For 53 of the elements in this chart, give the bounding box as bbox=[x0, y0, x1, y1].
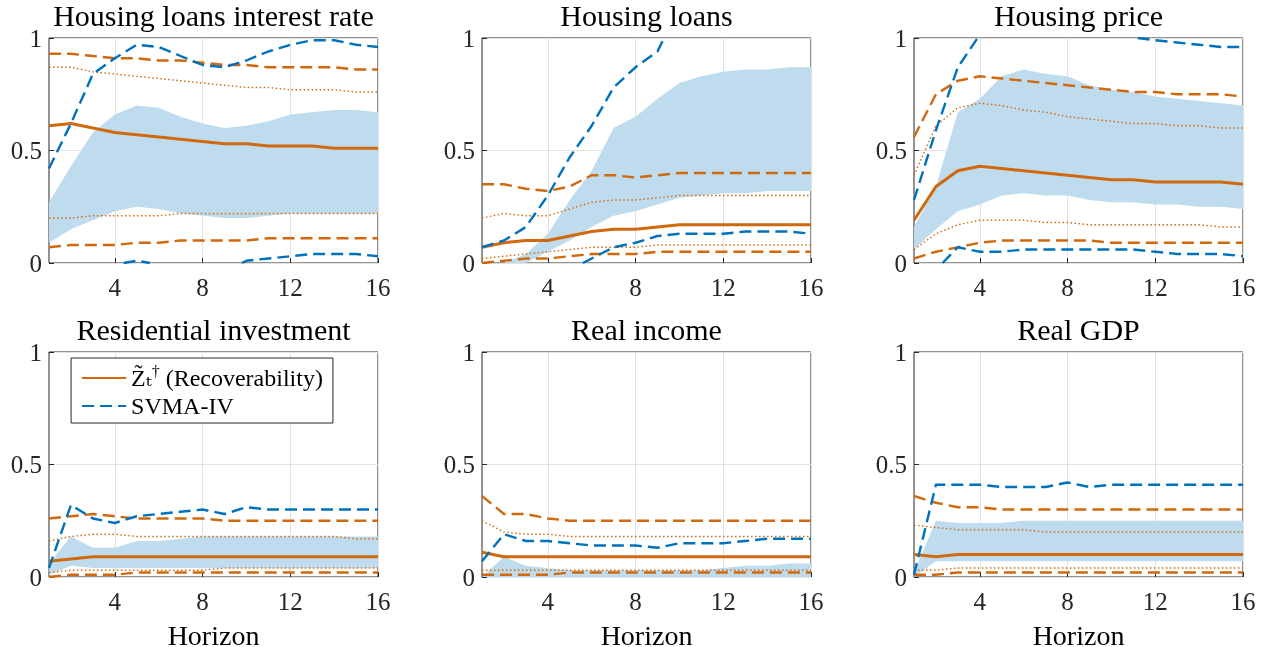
x-tick-label: 8 bbox=[1061, 274, 1074, 301]
y-tick-label: 1 bbox=[462, 338, 475, 366]
x-tick-label: 16 bbox=[798, 274, 824, 301]
y-tick-label: 1 bbox=[894, 24, 907, 52]
x-axis-title: Horizon bbox=[600, 619, 693, 647]
chart-title: Housing price bbox=[993, 0, 1164, 32]
chart-title: Real GDP bbox=[1017, 312, 1140, 346]
y-tick-label: 0 bbox=[29, 563, 42, 591]
x-tick-label: 4 bbox=[541, 274, 555, 301]
y-tick-label: 1 bbox=[462, 24, 475, 52]
y-tick-label: 0.5 bbox=[443, 137, 475, 164]
y-tick-label: 0 bbox=[462, 249, 475, 277]
y-tick-label: 0.5 bbox=[875, 451, 907, 478]
y-tick-label: 1 bbox=[894, 338, 907, 366]
chart-title: Residential investment bbox=[76, 312, 352, 346]
x-tick-label: 4 bbox=[541, 588, 555, 615]
x-tick-label: 16 bbox=[365, 274, 391, 301]
legend-label: SVMA-IV bbox=[131, 393, 235, 419]
x-tick-label: 4 bbox=[108, 588, 122, 615]
y-tick-label: 0.5 bbox=[10, 137, 42, 164]
x-tick-label: 12 bbox=[1142, 274, 1168, 301]
x-tick-label: 12 bbox=[1142, 588, 1168, 615]
y-tick-label: 0.5 bbox=[875, 137, 907, 164]
chart-title: Real income bbox=[571, 312, 722, 346]
x-tick-label: 12 bbox=[710, 588, 736, 615]
y-tick-label: 0 bbox=[29, 249, 42, 277]
y-tick-label: 0 bbox=[894, 249, 907, 277]
x-tick-label: 8 bbox=[629, 588, 642, 615]
x-tick-label: 8 bbox=[1061, 588, 1074, 615]
x-tick-label: 4 bbox=[973, 588, 987, 615]
chart-title: Housing loans interest rate bbox=[53, 0, 374, 32]
x-tick-label: 16 bbox=[365, 588, 391, 615]
legend-label: Z̃ₜ† (Recoverability) bbox=[131, 362, 323, 391]
y-tick-label: 0 bbox=[894, 563, 907, 591]
x-axis-title: Horizon bbox=[1032, 619, 1125, 647]
x-tick-label: 8 bbox=[629, 274, 642, 301]
x-tick-label: 8 bbox=[196, 274, 209, 301]
x-tick-label: 4 bbox=[108, 274, 122, 301]
x-tick-label: 16 bbox=[1230, 588, 1256, 615]
x-tick-label: 12 bbox=[277, 588, 303, 615]
y-tick-label: 0 bbox=[462, 563, 475, 591]
chart-title: Housing loans bbox=[560, 0, 733, 32]
x-tick-label: 16 bbox=[1230, 274, 1256, 301]
x-axis-title: Horizon bbox=[167, 619, 260, 647]
x-tick-label: 8 bbox=[196, 588, 209, 615]
y-tick-label: 1 bbox=[29, 24, 42, 52]
x-tick-label: 12 bbox=[710, 274, 736, 301]
x-tick-label: 16 bbox=[798, 588, 824, 615]
x-tick-label: 4 bbox=[973, 274, 987, 301]
y-tick-label: 1 bbox=[29, 338, 42, 366]
y-tick-label: 0.5 bbox=[10, 451, 42, 478]
x-tick-label: 12 bbox=[277, 274, 303, 301]
y-tick-label: 0.5 bbox=[443, 451, 475, 478]
